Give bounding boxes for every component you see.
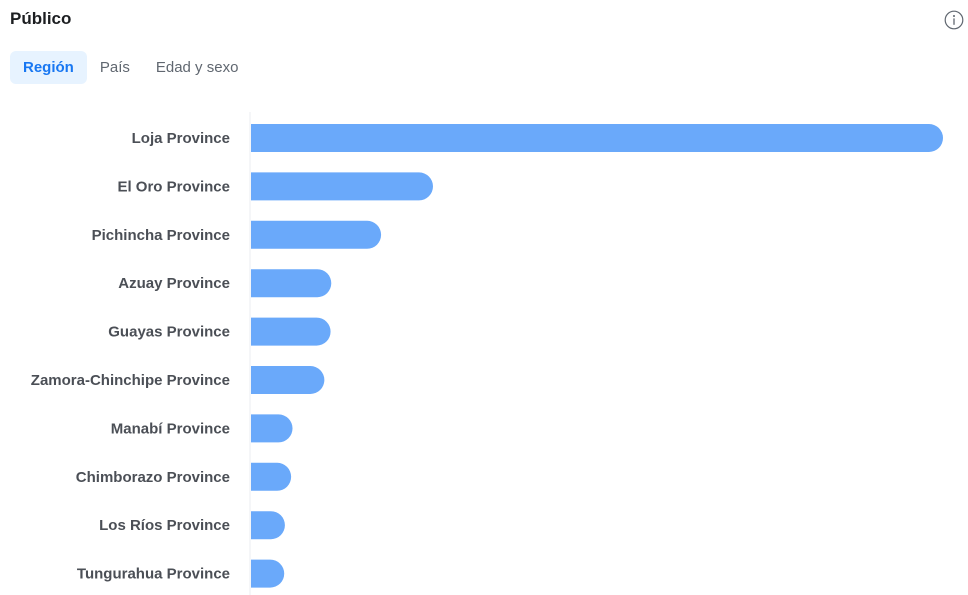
bar-5[interactable] [251, 366, 325, 394]
bar-9[interactable] [251, 559, 285, 588]
panel-title: Público [10, 9, 72, 28]
category-label: Guayas Province [108, 324, 230, 341]
tab-region[interactable]: Región [10, 51, 87, 84]
category-label: Azuay Province [118, 275, 230, 292]
category-label: Chimborazo Province [76, 469, 230, 486]
bar-8[interactable] [251, 511, 285, 540]
bar-4[interactable] [251, 317, 331, 346]
bar-7[interactable] [251, 462, 292, 491]
info-icon[interactable] [944, 10, 964, 30]
tab-age-gender[interactable]: Edad y sexo [155, 59, 239, 76]
bar-6[interactable] [251, 414, 293, 443]
category-label: Los Ríos Province [99, 517, 230, 534]
category-label: Zamora-Chinchipe Province [31, 372, 230, 389]
bar-1[interactable] [251, 172, 433, 201]
category-label: Loja Province [132, 130, 230, 147]
category-label: El Oro Province [117, 178, 230, 195]
bar-0[interactable] [251, 124, 943, 152]
bar-2[interactable] [251, 220, 382, 249]
category-label: Tungurahua Province [77, 566, 230, 583]
category-label: Pichincha Province [92, 227, 230, 244]
tab-country[interactable]: País [99, 59, 130, 76]
bar-3[interactable] [251, 269, 332, 298]
tab-bar: Región País Edad y sexo [10, 51, 251, 84]
category-label: Manabí Province [111, 420, 230, 437]
